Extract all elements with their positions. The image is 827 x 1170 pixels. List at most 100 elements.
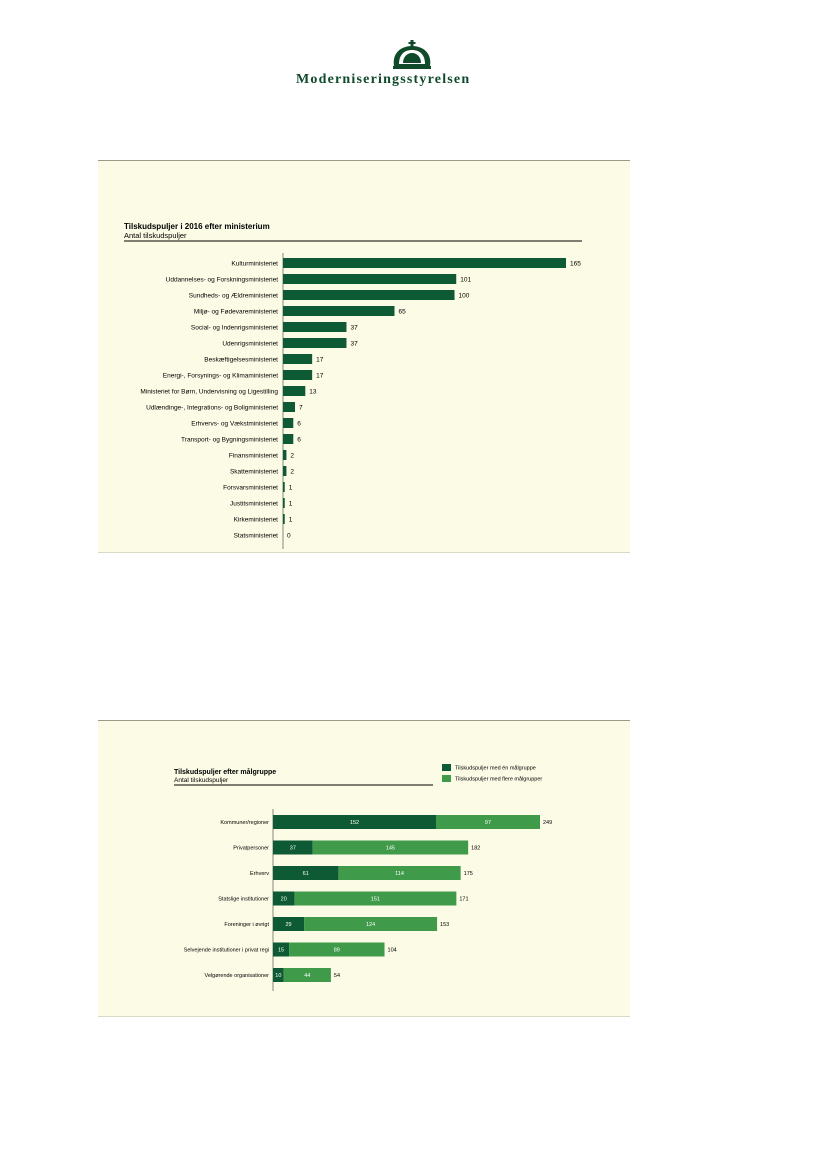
bar (283, 498, 285, 508)
data-label: 165 (570, 261, 581, 268)
bar-segment (273, 866, 339, 880)
chart-ministerium: Tilskudspuljer i 2016 efter ministerium A… (98, 160, 630, 553)
data-label: 114 (395, 871, 404, 877)
data-label: 65 (398, 309, 406, 316)
data-label: 1 (289, 517, 293, 524)
category-label: Forsvarsministeriet (223, 485, 278, 492)
category-label: Udenrigsministeriet (222, 341, 278, 348)
chart-subtitle: Antal tilskudspuljer (124, 231, 187, 240)
category-label: Justitsministeriet (230, 501, 278, 508)
data-label: 37 (290, 846, 296, 852)
bar-segment (273, 942, 290, 957)
chart-title: Tilskudspuljer efter målgruppe (174, 768, 276, 776)
data-label: 37 (350, 325, 358, 332)
bar (283, 434, 294, 444)
legend-label: Tilskudspuljer med flere målgrupper (455, 776, 542, 783)
legend-swatch (442, 764, 451, 771)
category-label: Miljø- og Fødevareministeriet (194, 309, 278, 316)
total-label: 104 (388, 948, 397, 954)
bar (283, 482, 285, 492)
logo: Moderniseringsstyrelsen (296, 40, 536, 92)
data-label: 17 (316, 373, 324, 380)
data-label: 10 (275, 973, 281, 979)
category-label: Statslige institutioner (218, 897, 269, 903)
bar-segment (289, 942, 385, 957)
logo-text: Moderniseringsstyrelsen (296, 72, 471, 87)
chart-ministerium-svg: Tilskudspuljer i 2016 efter ministeriumA… (124, 222, 582, 549)
category-label: Skatteministeriet (230, 469, 278, 476)
bar-segment (338, 866, 461, 880)
bar (283, 514, 285, 524)
category-label: Statsministeriet (234, 533, 279, 540)
category-label: Transport- og Bygningsministeriet (181, 437, 278, 444)
data-label: 1 (289, 501, 293, 508)
data-label: 20 (281, 897, 287, 903)
data-label: 1 (289, 485, 293, 492)
data-label: 37 (350, 341, 358, 348)
total-label: 54 (334, 973, 340, 979)
data-label: 100 (459, 293, 470, 300)
bar-segment (435, 815, 540, 829)
total-label: 171 (459, 897, 468, 903)
data-label: 124 (366, 922, 375, 928)
chart-title: Tilskudspuljer i 2016 efter ministerium (124, 222, 270, 231)
bar (283, 274, 457, 284)
category-label: Selvejende institutioner i privat regi (184, 948, 269, 954)
bar-segment (304, 917, 438, 931)
category-label: Uddannelses- og Forskningsministeriet (166, 277, 279, 284)
category-label: Erhverv (250, 871, 269, 877)
bar-segment (283, 968, 331, 982)
bar (283, 322, 347, 332)
bar (283, 258, 566, 268)
category-label: Erhvervs- og Vækstministeriet (191, 421, 278, 428)
data-label: 15 (278, 948, 284, 954)
bar-segment (294, 891, 457, 906)
category-label: Kirkeministeriet (234, 517, 279, 524)
total-label: 153 (440, 922, 449, 928)
data-label: 89 (334, 948, 340, 954)
bar-segment (273, 840, 313, 855)
data-label: 151 (371, 897, 380, 903)
total-label: 182 (471, 846, 480, 852)
category-label: Kommuner/regioner (220, 820, 269, 826)
chart-maalgruppe: Tilskudspuljer efter målgruppe Antal tils… (98, 720, 630, 1017)
category-label: Udlændinge-, Integrations- og Boligminis… (146, 405, 278, 412)
bar (283, 290, 455, 300)
category-label: Foreninger i øvrigt (224, 922, 269, 928)
category-label: Finansministeriet (229, 453, 278, 460)
data-label: 13 (309, 389, 317, 396)
bar-segment (273, 968, 284, 982)
bar (283, 370, 313, 380)
data-label: 44 (304, 973, 310, 979)
bar (283, 450, 287, 460)
bar (283, 386, 306, 396)
category-label: Privatpersoner (233, 846, 269, 852)
category-label: Energi-, Forsynings- og Klimaministeriet (163, 373, 278, 380)
data-label: 7 (299, 405, 303, 412)
data-label: 152 (350, 820, 359, 826)
data-label: 2 (290, 469, 294, 476)
data-label: 29 (285, 922, 291, 928)
total-label: 249 (543, 820, 552, 826)
legend-label: Tilskudspuljer med én målgruppe (455, 765, 536, 772)
category-label: Kulturministeriet (231, 261, 278, 268)
data-label: 61 (303, 871, 309, 877)
data-label: 0 (287, 533, 291, 540)
category-label: Beskæftigelsesministeriet (204, 357, 278, 364)
data-label: 6 (297, 437, 301, 444)
chart-subtitle: Antal tilskudspuljer (174, 777, 229, 784)
total-label: 175 (464, 871, 473, 877)
bar-segment (273, 917, 305, 931)
bar (283, 354, 313, 364)
bar (283, 418, 294, 428)
data-label: 97 (485, 820, 491, 826)
crown-icon (393, 40, 431, 69)
data-label: 101 (460, 277, 471, 284)
bar-segment (273, 891, 295, 906)
bar-segment (273, 815, 436, 829)
chart-divider (98, 552, 630, 553)
data-label: 17 (316, 357, 324, 364)
bar (283, 306, 395, 316)
data-label: 6 (297, 421, 301, 428)
